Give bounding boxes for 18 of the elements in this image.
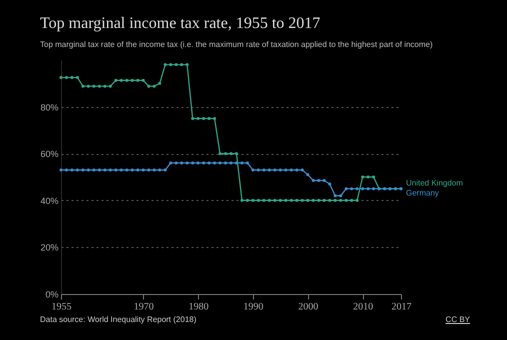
y-tick-label: 0% — [45, 290, 58, 300]
x-tick-label: 1980 — [188, 302, 209, 312]
y-tick-label: 60% — [40, 149, 58, 160]
y-tick-label: 40% — [40, 196, 58, 206]
x-tick-label: 1990 — [243, 302, 264, 312]
series-label: Germany — [406, 188, 439, 198]
chart-title: Top marginal income tax rate, 1955 to 2017 — [40, 15, 320, 33]
chart-subtitle: Top marginal tax rate of the income tax (i.e. the maximum rate of taxation applied to the highest part of income) — [40, 40, 433, 49]
x-tick-label: 2000 — [298, 302, 318, 312]
x-tick-label: 2010 — [353, 302, 374, 312]
y-tick-label: 20% — [40, 242, 58, 253]
x-tick-label: 1955 — [52, 302, 72, 312]
text: CC BY — [446, 315, 470, 324]
source-note: Data source: World Inequality Report (2018) — [40, 315, 196, 324]
x-tick-label: 2017 — [392, 302, 412, 312]
series-label: United Kingdom — [406, 178, 464, 188]
y-tick-label: 80% — [40, 102, 58, 112]
x-tick-label: 1970 — [134, 302, 154, 312]
